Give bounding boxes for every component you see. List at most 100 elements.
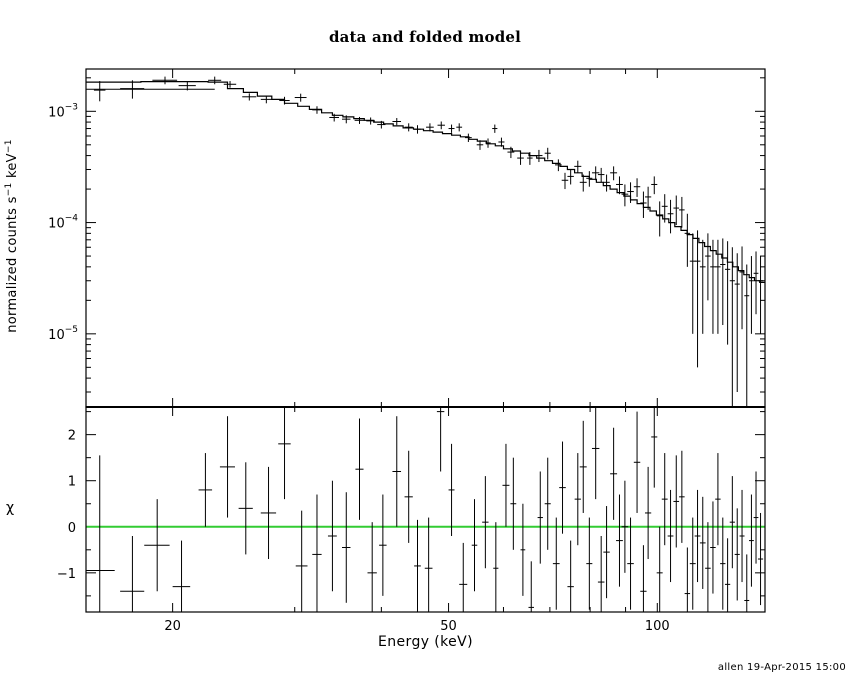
data-point xyxy=(527,152,533,165)
residual-point xyxy=(260,466,277,560)
data-point xyxy=(476,140,484,150)
residual-point xyxy=(627,517,634,610)
data-point xyxy=(366,117,375,125)
residual-point xyxy=(651,407,658,488)
data-point xyxy=(744,264,750,407)
residual-point xyxy=(471,499,478,592)
residual-point xyxy=(574,453,581,546)
data-point xyxy=(720,238,726,326)
data-point xyxy=(329,113,339,122)
data-point xyxy=(753,251,759,315)
residual-point xyxy=(621,480,629,573)
data-point xyxy=(485,138,491,148)
data-point xyxy=(729,247,735,407)
data-point xyxy=(757,256,764,334)
residual-point xyxy=(705,522,711,612)
data-point xyxy=(354,116,365,124)
data-point xyxy=(633,178,641,197)
data-point xyxy=(679,196,685,228)
data-point xyxy=(673,195,680,226)
residual-point xyxy=(616,494,623,587)
residual-point xyxy=(724,538,731,612)
residual-point xyxy=(661,453,668,546)
residual-point xyxy=(734,508,740,601)
residual-point xyxy=(219,416,235,518)
data-point xyxy=(627,182,634,203)
y-tick-label: 2 xyxy=(68,429,76,444)
footer-credit: allen 19-Apr-2015 15:00 xyxy=(717,662,846,673)
data-point xyxy=(392,118,402,126)
data-point xyxy=(260,95,272,104)
residual-point xyxy=(482,476,489,569)
residual-point xyxy=(86,455,115,612)
residual-point xyxy=(528,561,534,612)
data-point xyxy=(734,253,740,393)
data-point xyxy=(555,159,562,172)
data-point xyxy=(517,152,524,165)
residual-point xyxy=(448,443,455,536)
residual-point xyxy=(327,480,337,592)
y-tick-label: 10−5 xyxy=(48,325,78,343)
residual-point xyxy=(720,517,726,610)
residual-point xyxy=(757,512,764,606)
residual-point xyxy=(459,542,468,612)
residual-point xyxy=(684,547,691,612)
residual-point xyxy=(715,453,721,546)
data-point xyxy=(498,137,505,147)
chart-title: data and folded model xyxy=(328,28,522,46)
y-tick-label: 0 xyxy=(68,521,76,536)
model-step-line xyxy=(86,81,765,283)
residual-point xyxy=(379,494,387,596)
residual-point xyxy=(392,416,402,527)
data-point xyxy=(651,176,658,195)
residual-point xyxy=(753,471,759,564)
data-point xyxy=(464,133,472,142)
residual-point xyxy=(679,450,685,543)
data-point xyxy=(710,239,716,334)
data-point xyxy=(223,81,237,88)
top-panel-frame xyxy=(85,68,766,408)
residual-point xyxy=(689,517,696,610)
data-point xyxy=(597,167,605,183)
data-point xyxy=(93,81,106,102)
data-point xyxy=(694,230,701,368)
data-point xyxy=(661,194,668,223)
data-point xyxy=(535,149,543,163)
data-point xyxy=(377,120,386,129)
data-point xyxy=(748,256,754,334)
model-group xyxy=(86,81,765,283)
y-tick-label: −1 xyxy=(57,567,76,582)
residual-point xyxy=(591,407,600,500)
residual-point xyxy=(367,522,377,612)
residual-point xyxy=(342,492,351,603)
residual-point xyxy=(710,501,716,594)
residual-point xyxy=(699,496,706,589)
residual-data-points xyxy=(86,407,764,612)
residual-point xyxy=(673,455,680,548)
residual-point xyxy=(559,441,566,534)
spectrum-data-points xyxy=(93,76,764,407)
x-tick-label: 20 xyxy=(164,619,181,634)
residual-point xyxy=(493,522,499,612)
residual-point xyxy=(610,427,618,520)
data-point xyxy=(699,239,706,334)
data-point xyxy=(437,121,445,130)
x-axis-label: Energy (keV) xyxy=(378,634,473,650)
bottom-panel-frame xyxy=(85,406,766,613)
data-point xyxy=(610,166,618,181)
data-point xyxy=(294,93,307,102)
residual-point xyxy=(567,540,574,612)
residual-point xyxy=(120,535,145,612)
residual-point xyxy=(278,407,291,500)
data-point xyxy=(312,106,322,114)
top-panel-ticks xyxy=(86,69,765,407)
residual-point xyxy=(633,411,641,513)
data-point xyxy=(640,191,647,218)
bottom-y-axis-label: χ xyxy=(6,500,15,516)
residual-point xyxy=(172,540,191,612)
data-point xyxy=(603,174,610,192)
residual-point xyxy=(520,503,526,596)
y-tick-label: 10−4 xyxy=(48,214,78,232)
bottom-panel-ticks xyxy=(86,407,765,612)
residual-point xyxy=(295,510,308,612)
